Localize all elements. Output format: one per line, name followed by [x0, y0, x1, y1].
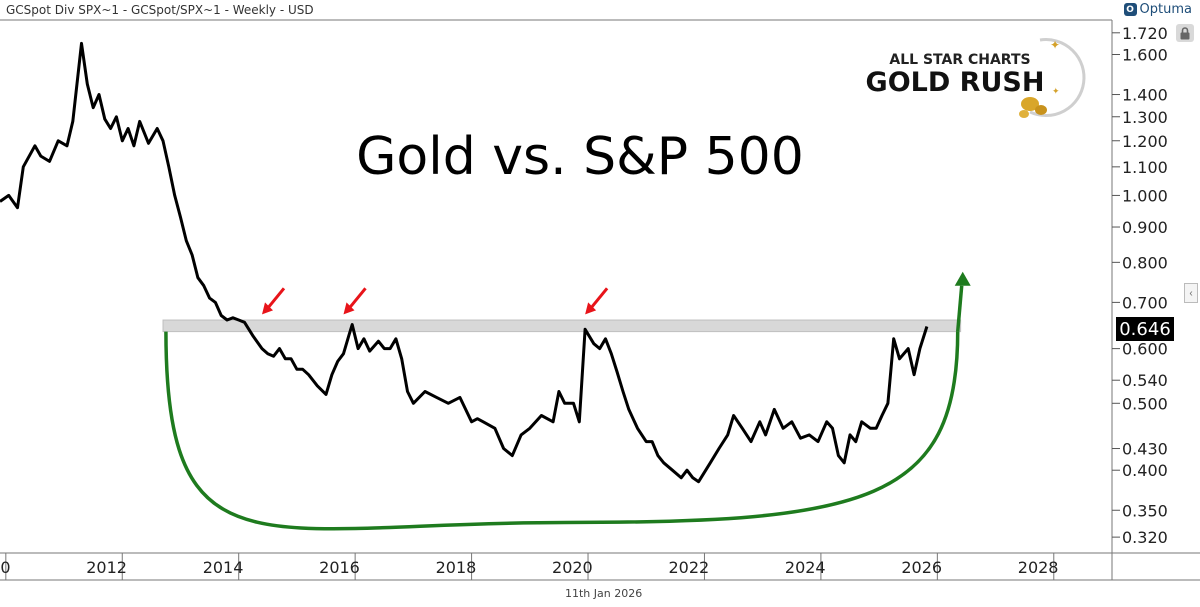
collapse-panel-icon[interactable]: ‹ — [1184, 283, 1198, 303]
y-tick-label: 0.400 — [1122, 461, 1168, 480]
x-tick-label: 2012 — [86, 558, 127, 577]
optuma-logo-icon: O — [1123, 3, 1137, 16]
y-tick-label: 1.400 — [1122, 86, 1168, 105]
x-tick-label: 2018 — [436, 558, 477, 577]
gold-rush-logo: ALL STAR CHARTS GOLD RUSH ✦ ✦ — [866, 38, 1086, 118]
y-tick-label: 0.350 — [1122, 501, 1168, 520]
x-tick-label: 2022 — [668, 558, 709, 577]
y-tick-label: 1.200 — [1122, 132, 1168, 151]
y-tick-label: 0.600 — [1122, 340, 1168, 359]
y-tick-label: 0.540 — [1122, 371, 1168, 390]
green-arrow-head — [954, 271, 971, 286]
gold-nugget-icon — [1021, 97, 1039, 111]
y-tick-label: 1.000 — [1122, 186, 1168, 205]
x-tick-label: 2026 — [901, 558, 942, 577]
resistance-band — [162, 319, 962, 333]
red-arrow-annotation — [261, 287, 286, 315]
y-tick-label: 1.720 — [1122, 24, 1168, 43]
logo-top-text: ALL STAR CHARTS — [889, 52, 1030, 68]
y-tick-label: 0.500 — [1122, 394, 1168, 413]
red-arrow-annotation — [585, 287, 609, 315]
arc-arrow-shaft — [955, 285, 964, 332]
x-tick-label: 2016 — [319, 558, 360, 577]
svg-text:✦: ✦ — [1052, 86, 1060, 96]
y-tick-label: 0.320 — [1122, 528, 1168, 547]
y-tick-label: 1.100 — [1122, 158, 1168, 177]
series-line-gold-spx — [0, 41, 929, 484]
brand-badge: O Optuma — [1123, 2, 1192, 17]
lock-icon[interactable] — [1176, 24, 1194, 42]
chart-header-title: GCSpot Div SPX~1 - GCSpot/SPX~1 - Weekly… — [6, 3, 314, 17]
x-tick-label: 2020 — [552, 558, 593, 577]
logo-swoosh — [1029, 38, 1086, 118]
brand-name: Optuma — [1139, 2, 1192, 17]
y-tick-label: 0.430 — [1122, 440, 1168, 459]
y-tick-label: 0.700 — [1122, 293, 1168, 312]
y-tick-label: 1.300 — [1122, 108, 1168, 127]
current-price-tag: 0.646 — [1116, 317, 1174, 341]
y-tick-label: 0.900 — [1122, 218, 1168, 237]
x-tick-label: 2010 — [0, 558, 11, 577]
x-tick-label: 2014 — [203, 558, 244, 577]
x-tick-label: 2028 — [1018, 558, 1059, 577]
y-tick-label: 0.800 — [1122, 253, 1168, 272]
footer-date: 11th Jan 2026 — [565, 587, 643, 600]
logo-main-text: GOLD RUSH — [866, 67, 1045, 98]
red-arrow-annotation — [343, 287, 367, 315]
y-tick-label: 1.600 — [1122, 45, 1168, 64]
x-tick-label: 2024 — [785, 558, 826, 577]
chart-title: Gold vs. S&P 500 — [356, 127, 804, 187]
sparkle-icon: ✦ — [1050, 38, 1060, 52]
rounding-bottom-arc — [164, 331, 960, 531]
